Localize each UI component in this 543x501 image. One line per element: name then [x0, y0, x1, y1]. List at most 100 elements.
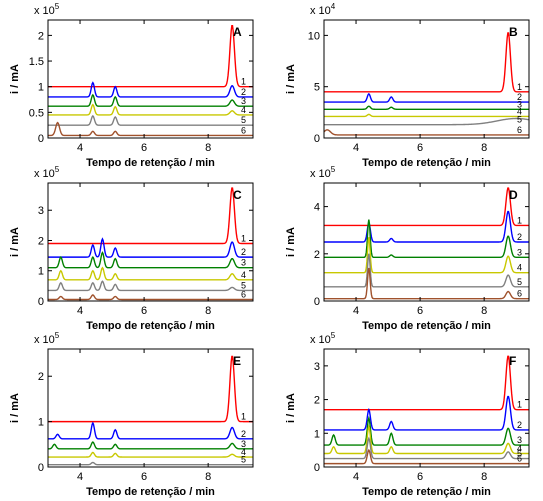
- y-tick-label: 2: [314, 395, 320, 407]
- exponent-label: x 104: [310, 2, 336, 17]
- trace-4: [324, 113, 529, 118]
- trace-4: [324, 424, 529, 455]
- panel-letter: D: [509, 188, 518, 202]
- axes-frame: [47, 19, 254, 139]
- trace-label: 1: [517, 400, 522, 410]
- y-tick-label: 0: [38, 133, 44, 145]
- trace-6: [48, 294, 253, 301]
- trace-label: 6: [517, 125, 522, 135]
- x-tick-label: 8: [481, 471, 487, 483]
- trace-3: [48, 93, 253, 107]
- trace-label: 3: [517, 99, 522, 109]
- y-axis-label: i / mA: [285, 64, 297, 94]
- trace-4: [324, 237, 529, 274]
- trace-label: 1: [241, 412, 246, 422]
- y-tick-label: 0: [314, 296, 320, 308]
- y-tick-label: 0.5: [29, 107, 44, 119]
- x-tick-label: 8: [205, 305, 211, 317]
- y-tick-label: 1: [38, 266, 44, 278]
- y-tick-label: 0: [314, 133, 320, 145]
- trace-label: 4: [241, 447, 246, 457]
- y-axis-label: i / mA: [285, 393, 297, 423]
- trace-label: 4: [517, 106, 522, 116]
- exponent-label: x 105: [34, 165, 60, 180]
- x-tick-label: 8: [481, 142, 487, 154]
- trace-label: 6: [517, 454, 522, 464]
- y-tick-label: 2: [314, 249, 320, 261]
- x-tick-label: 8: [205, 142, 211, 154]
- x-tick-label: 6: [417, 305, 423, 317]
- trace-label: 5: [241, 115, 246, 125]
- trace-label: 6: [517, 289, 522, 299]
- trace-label: 4: [517, 444, 522, 454]
- exponent-label: x 105: [310, 165, 336, 180]
- trace-4: [48, 103, 253, 116]
- trace-label: 2: [517, 232, 522, 242]
- x-tick-label: 6: [141, 471, 147, 483]
- y-axis-label: i / mA: [9, 393, 21, 423]
- y-tick-label: 2: [38, 235, 44, 247]
- x-axis-label: Tempo de retenção / min: [362, 157, 491, 169]
- trace-label: 5: [241, 455, 246, 465]
- trace-5: [48, 461, 253, 466]
- axes-frame: [323, 182, 530, 302]
- x-tick-label: 6: [417, 471, 423, 483]
- trace-label: 3: [241, 258, 246, 268]
- y-tick-label: 0: [314, 462, 320, 474]
- trace-3: [48, 251, 253, 269]
- trace-label: 5: [517, 449, 522, 459]
- y-tick-label: 0: [38, 462, 44, 474]
- trace-5: [324, 436, 529, 460]
- x-tick-label: 4: [353, 305, 359, 317]
- trace-6: [324, 267, 529, 300]
- trace-6: [324, 448, 529, 465]
- panel-letter: C: [233, 188, 242, 202]
- trace-label: 3: [517, 247, 522, 257]
- x-tick-label: 8: [205, 471, 211, 483]
- trace-2: [48, 421, 253, 440]
- trace-5: [324, 253, 529, 288]
- axes-frame: [323, 19, 530, 139]
- trace-2: [324, 92, 529, 103]
- trace-5: [324, 117, 530, 126]
- x-axis-label: Tempo de retenção / min: [86, 320, 215, 332]
- trace-label: 6: [241, 125, 246, 135]
- x-axis-label: Tempo de retenção / min: [86, 157, 215, 169]
- trace-label: 1: [241, 77, 246, 87]
- trace-1: [324, 32, 529, 93]
- y-axis-label: i / mA: [9, 227, 21, 257]
- trace-label: 2: [241, 429, 246, 439]
- trace-1: [48, 25, 253, 88]
- x-axis-label: Tempo de retenção / min: [362, 486, 491, 498]
- trace-6: [48, 121, 253, 137]
- y-tick-label: 10: [308, 30, 320, 42]
- exponent-label: x 105: [34, 2, 60, 17]
- y-tick-label: 1.5: [29, 56, 44, 68]
- exponent-label: x 105: [310, 331, 336, 346]
- y-tick-label: 2: [38, 371, 44, 383]
- y-axis-label: i / mA: [285, 227, 297, 257]
- y-tick-label: 1: [38, 417, 44, 429]
- x-tick-label: 4: [353, 471, 359, 483]
- trace-3: [324, 415, 529, 446]
- x-tick-label: 4: [77, 471, 83, 483]
- axes-frame: [47, 348, 254, 468]
- trace-1: [48, 187, 253, 245]
- x-tick-label: 4: [77, 142, 83, 154]
- x-axis-label: Tempo de retenção / min: [362, 320, 491, 332]
- exponent-label: x 105: [34, 331, 60, 346]
- trace-label: 2: [517, 92, 522, 102]
- y-tick-label: 4: [314, 202, 320, 214]
- trace-label: 1: [517, 82, 522, 92]
- axes-frame: [323, 348, 530, 468]
- trace-1: [324, 187, 529, 227]
- trace-label: 5: [241, 280, 246, 290]
- trace-1: [324, 355, 529, 411]
- trace-6: [323, 129, 529, 136]
- trace-label: 2: [241, 87, 246, 97]
- x-tick-label: 4: [77, 305, 83, 317]
- x-axis-label: Tempo de retenção / min: [86, 486, 215, 498]
- trace-4: [48, 451, 253, 458]
- panel-letter: F: [509, 354, 516, 368]
